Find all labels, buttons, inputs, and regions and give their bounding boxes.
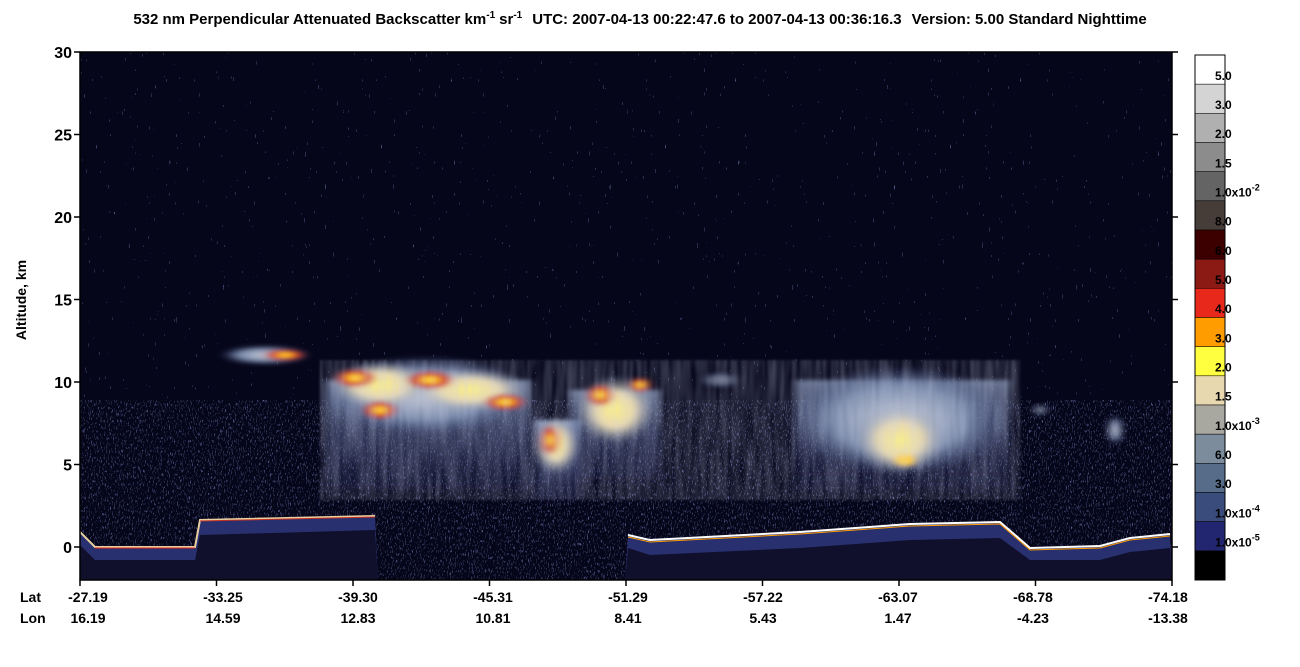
- colorbar-frame: [1194, 54, 1226, 581]
- colorbar-label-text: 3.0: [1215, 331, 1232, 345]
- lon-row-label: Lon: [20, 610, 46, 626]
- backscatter-curtain: [80, 52, 1172, 580]
- lon-label: 8.41: [614, 610, 641, 626]
- y-tick-label: 0: [63, 540, 72, 557]
- colorbar-label-text: 8.0: [1215, 215, 1232, 229]
- colorbar-swatch: [1194, 375, 1226, 406]
- lat-label: -33.25: [203, 589, 243, 605]
- colorbar-swatch: [1194, 550, 1226, 581]
- colorbar-label-text: 1.0x10: [1215, 185, 1252, 199]
- colorbar-label-exponent: -4: [1252, 503, 1260, 513]
- colorbar-swatch: [1194, 346, 1226, 377]
- title-exponent: -1: [486, 10, 495, 21]
- colorbar-label: 1.0x10-5: [1215, 532, 1260, 549]
- title-version: Version: 5.00 Standard Nighttime: [912, 11, 1147, 28]
- colorbar-label: 1.5: [1215, 156, 1232, 170]
- colorbar-label: 8.0: [1215, 215, 1232, 229]
- colorbar-label-text: 1.0x10: [1215, 506, 1252, 520]
- lat-label: -68.78: [1013, 589, 1053, 605]
- lat-label: -63.07: [878, 589, 918, 605]
- title-main: 532 nm Perpendicular Attenuated Backscat…: [133, 11, 486, 28]
- colorbar-label-text: 5.0: [1215, 273, 1232, 287]
- y-tick-label: 15: [54, 293, 72, 310]
- colorbar-swatch: [1194, 258, 1226, 289]
- colorbar-label-exponent: -5: [1252, 532, 1260, 542]
- chart-title: 532 nm Perpendicular Attenuated Backscat…: [133, 10, 1146, 28]
- y-tick-label: 20: [54, 210, 72, 227]
- colorbar-label-text: 3.0: [1215, 477, 1232, 491]
- colorbar-label-text: 5.0: [1215, 69, 1232, 83]
- lat-label: -51.29: [608, 589, 648, 605]
- lat-label: -57.22: [743, 589, 783, 605]
- colorbar-swatch: [1194, 83, 1226, 114]
- y-tick-label: 10: [54, 375, 72, 392]
- y-tick-label: 25: [54, 128, 72, 145]
- colorbar-label: 1.0x10-3: [1215, 416, 1260, 433]
- colorbar-label-text: 1.0x10: [1215, 419, 1252, 433]
- colorbar-label: 3.0: [1215, 477, 1232, 491]
- colorbar-label: 2.0: [1215, 360, 1232, 374]
- lon-label: 14.59: [205, 610, 240, 626]
- title-sr: sr: [499, 11, 513, 28]
- lat-label: -74.18: [1148, 589, 1188, 605]
- colorbar-label-text: 6.0: [1215, 244, 1232, 258]
- colorbar-swatch: [1194, 317, 1226, 347]
- y-tick-label: 5: [63, 458, 72, 475]
- colorbar-swatch: [1194, 433, 1226, 464]
- lon-label: 1.47: [884, 610, 911, 626]
- colorbar-label-text: 1.5: [1215, 390, 1232, 404]
- lon-label: 12.83: [340, 610, 375, 626]
- lon-label: 16.19: [70, 610, 105, 626]
- lat-label: -27.19: [68, 589, 108, 605]
- colorbar-label-text: 1.5: [1215, 156, 1232, 170]
- colorbar-label: 2.0: [1215, 127, 1232, 141]
- colorbar-swatch: [1194, 200, 1226, 231]
- colorbar-label: 5.0: [1215, 69, 1232, 83]
- title-time: UTC: 2007-04-13 00:22:47.6 to 2007-04-13…: [532, 11, 901, 28]
- colorbar-label: 1.5: [1215, 390, 1232, 404]
- lat-label: -39.30: [338, 589, 378, 605]
- colorbar-label-text: 4.0: [1215, 302, 1232, 316]
- colorbar-swatch: [1194, 142, 1226, 172]
- colorbar-label-text: 6.0: [1215, 448, 1232, 462]
- colorbar-label-exponent: -3: [1252, 416, 1260, 426]
- colorbar-label-text: 1.0x10: [1215, 535, 1252, 549]
- colorbar-label: 3.0: [1215, 98, 1232, 112]
- y-axis-label: Altitude, km: [13, 260, 29, 340]
- colorbar-swatch: [1194, 171, 1226, 202]
- colorbar-label: 1.0x10-4: [1215, 503, 1260, 520]
- y-tick-label: 30: [54, 45, 72, 62]
- lon-label: 5.43: [749, 610, 776, 626]
- colorbar-label-text: 2.0: [1215, 360, 1232, 374]
- colorbar-label: 6.0: [1215, 448, 1232, 462]
- colorbar-label-text: 3.0: [1215, 98, 1232, 112]
- colorbar-label: 5.0: [1215, 273, 1232, 287]
- colorbar-label-exponent: -2: [1252, 182, 1260, 192]
- lon-label: -4.23: [1017, 610, 1049, 626]
- colorbar-swatch: [1194, 113, 1226, 143]
- colorbar-label: 6.0: [1215, 244, 1232, 258]
- lon-label: -13.38: [1148, 610, 1188, 626]
- colorbar-label: 4.0: [1215, 302, 1232, 316]
- colorbar-label: 1.0x10-2: [1215, 182, 1260, 199]
- lat-label: -45.31: [473, 589, 513, 605]
- lat-row-label: Lat: [20, 589, 41, 605]
- lon-label: 10.81: [475, 610, 510, 626]
- colorbar-label: 3.0: [1215, 331, 1232, 345]
- title-exponent: -1: [513, 10, 522, 21]
- colorbar-label-text: 2.0: [1215, 127, 1232, 141]
